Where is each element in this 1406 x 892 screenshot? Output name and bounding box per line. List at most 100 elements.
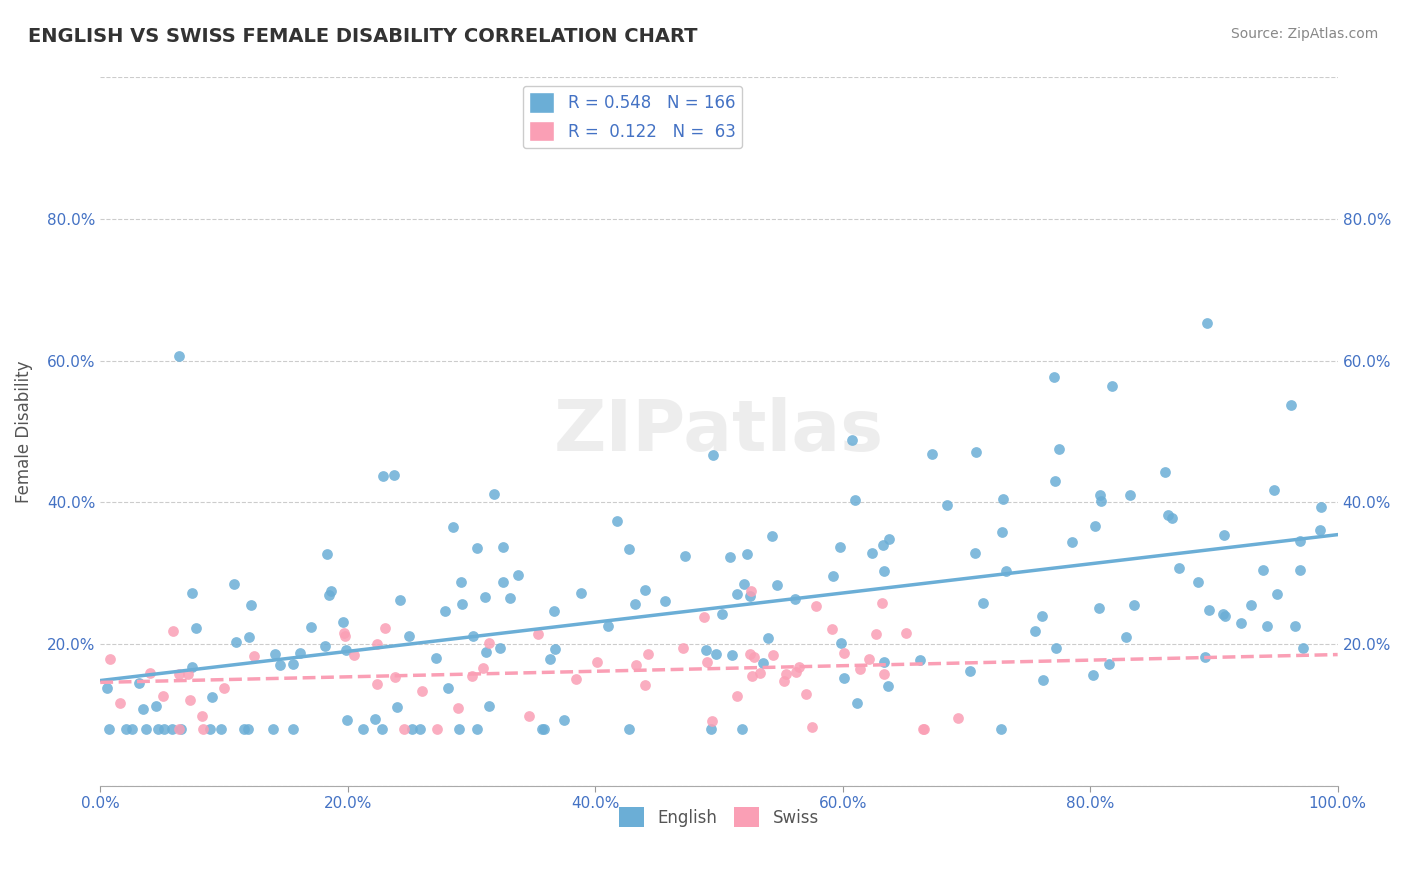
Point bbox=[225, 635, 247, 649]
Point bbox=[517, 708, 540, 723]
Point bbox=[700, 722, 723, 736]
Point bbox=[475, 645, 498, 659]
Point bbox=[1309, 524, 1331, 538]
Y-axis label: Female Disability: Female Disability bbox=[15, 360, 32, 503]
Point bbox=[896, 626, 918, 640]
Point bbox=[474, 590, 496, 604]
Point bbox=[382, 468, 405, 483]
Point bbox=[846, 697, 869, 711]
Point bbox=[135, 722, 157, 736]
Point bbox=[876, 679, 898, 693]
Point bbox=[725, 689, 748, 703]
Point bbox=[392, 722, 415, 736]
Point bbox=[959, 664, 981, 678]
Point bbox=[128, 676, 150, 690]
Point bbox=[1090, 493, 1112, 508]
Point bbox=[1289, 563, 1312, 577]
Point bbox=[1279, 398, 1302, 412]
Point bbox=[995, 564, 1018, 578]
Point bbox=[314, 639, 336, 653]
Point bbox=[478, 698, 501, 713]
Point bbox=[190, 709, 212, 723]
Point bbox=[288, 646, 311, 660]
Point bbox=[262, 722, 284, 736]
Point bbox=[735, 547, 758, 561]
Point bbox=[1263, 483, 1285, 497]
Point bbox=[823, 569, 845, 583]
Point bbox=[1081, 667, 1104, 681]
Point bbox=[238, 630, 260, 644]
Point bbox=[1230, 615, 1253, 630]
Point bbox=[873, 656, 896, 670]
Point bbox=[748, 666, 770, 681]
Point bbox=[336, 714, 359, 728]
Legend: English, Swiss: English, Swiss bbox=[613, 800, 825, 834]
Point bbox=[860, 546, 883, 560]
Point bbox=[465, 722, 488, 736]
Point bbox=[212, 681, 235, 695]
Point bbox=[785, 665, 807, 680]
Point bbox=[1289, 534, 1312, 549]
Point bbox=[146, 722, 169, 736]
Point bbox=[740, 584, 762, 599]
Point bbox=[527, 627, 550, 641]
Point bbox=[1256, 618, 1278, 632]
Point bbox=[343, 648, 366, 662]
Point bbox=[1161, 511, 1184, 525]
Point bbox=[1060, 535, 1083, 549]
Point bbox=[787, 660, 810, 674]
Point bbox=[1047, 442, 1070, 457]
Point bbox=[160, 722, 183, 736]
Point bbox=[963, 546, 986, 560]
Point bbox=[765, 578, 787, 592]
Point bbox=[844, 492, 866, 507]
Point bbox=[1032, 673, 1054, 688]
Point bbox=[201, 690, 224, 705]
Point bbox=[1187, 575, 1209, 590]
Point bbox=[499, 591, 522, 606]
Point bbox=[114, 722, 136, 736]
Point bbox=[364, 712, 387, 726]
Point bbox=[1284, 619, 1306, 633]
Point bbox=[1154, 465, 1177, 479]
Point bbox=[870, 596, 893, 610]
Point bbox=[672, 641, 695, 656]
Point bbox=[696, 655, 718, 669]
Point bbox=[198, 722, 221, 736]
Point bbox=[908, 653, 931, 667]
Point bbox=[177, 666, 200, 681]
Point bbox=[972, 596, 994, 610]
Text: ENGLISH VS SWISS FEMALE DISABILITY CORRELATION CHART: ENGLISH VS SWISS FEMALE DISABILITY CORRE… bbox=[28, 27, 697, 45]
Point bbox=[450, 574, 472, 589]
Text: ZIPatlas: ZIPatlas bbox=[554, 397, 884, 467]
Point bbox=[478, 636, 501, 650]
Point bbox=[482, 487, 505, 501]
Point bbox=[1213, 528, 1236, 542]
Point bbox=[673, 549, 696, 563]
Point bbox=[335, 642, 357, 657]
Point bbox=[704, 647, 727, 661]
Point bbox=[773, 673, 796, 688]
Point bbox=[366, 637, 388, 651]
Point bbox=[401, 722, 423, 736]
Point bbox=[184, 621, 207, 635]
Point bbox=[232, 722, 254, 736]
Point bbox=[1045, 641, 1067, 656]
Point bbox=[1098, 657, 1121, 671]
Point bbox=[1292, 641, 1315, 656]
Point bbox=[139, 666, 162, 681]
Point bbox=[775, 666, 797, 681]
Point bbox=[877, 532, 900, 546]
Point bbox=[733, 576, 755, 591]
Point bbox=[1198, 602, 1220, 616]
Point bbox=[333, 629, 356, 643]
Point bbox=[425, 650, 447, 665]
Point bbox=[180, 585, 202, 599]
Point bbox=[1031, 609, 1053, 624]
Point bbox=[1101, 379, 1123, 393]
Point bbox=[654, 594, 676, 608]
Point bbox=[596, 619, 619, 633]
Point bbox=[152, 690, 174, 704]
Point bbox=[1115, 630, 1137, 644]
Point bbox=[352, 722, 374, 736]
